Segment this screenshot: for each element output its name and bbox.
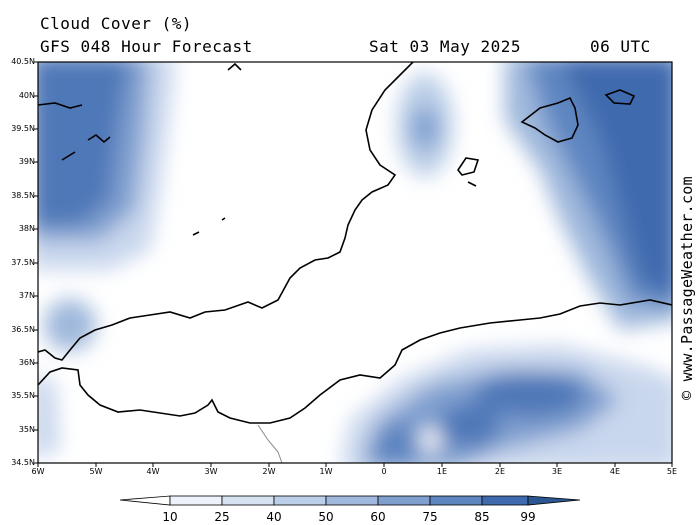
legend-label: 75 xyxy=(422,510,438,524)
lon-label: 3E xyxy=(551,467,563,476)
coastline xyxy=(38,62,672,424)
lon-label: 4W xyxy=(146,467,160,476)
legend-label: 99 xyxy=(520,510,536,524)
legend-label: 50 xyxy=(318,510,334,524)
lat-label: 36N xyxy=(18,358,35,367)
forecast-date: Sat 03 May 2025 xyxy=(369,37,521,56)
lat-label: 39.5N xyxy=(11,124,35,133)
lon-label: 1W xyxy=(319,467,333,476)
lat-label: 37N xyxy=(18,291,35,300)
lon-label: 1E xyxy=(436,467,448,476)
lat-ticks xyxy=(34,61,38,464)
legend-bar xyxy=(119,495,581,506)
lat-label: 35N xyxy=(18,425,35,434)
lon-label: 2W xyxy=(262,467,276,476)
lat-label: 39N xyxy=(18,157,35,166)
lat-label: 38N xyxy=(18,224,35,233)
lat-label: 36.5N xyxy=(11,325,35,334)
lon-label: 3W xyxy=(204,467,218,476)
legend-label: 10 xyxy=(162,510,178,524)
legend-label: 25 xyxy=(214,510,230,524)
legend-label: 85 xyxy=(474,510,490,524)
forecast-label: GFS 048 Hour Forecast xyxy=(40,37,253,56)
lat-label: 40.5N xyxy=(11,57,35,66)
lon-label: 0 xyxy=(381,467,387,476)
cloud-cover-field xyxy=(38,62,672,463)
lon-label: 5W xyxy=(89,467,103,476)
legend-label: 40 xyxy=(266,510,282,524)
lat-label: 38.5N xyxy=(11,191,35,200)
lon-ticks xyxy=(37,463,673,467)
lat-label: 34.5N xyxy=(11,458,35,467)
country-border xyxy=(257,424,283,463)
forecast-time: 06 UTC xyxy=(590,37,651,56)
lon-label: 5E xyxy=(666,467,678,476)
lon-label: 6W xyxy=(31,467,45,476)
lon-label: 4E xyxy=(609,467,621,476)
legend-label: 60 xyxy=(370,510,386,524)
chart-title: Cloud Cover (%) xyxy=(40,14,192,33)
lat-label: 37.5N xyxy=(11,258,35,267)
lat-label: 40N xyxy=(18,91,35,100)
lat-label: 35.5N xyxy=(11,391,35,400)
lon-label: 2E xyxy=(494,467,506,476)
